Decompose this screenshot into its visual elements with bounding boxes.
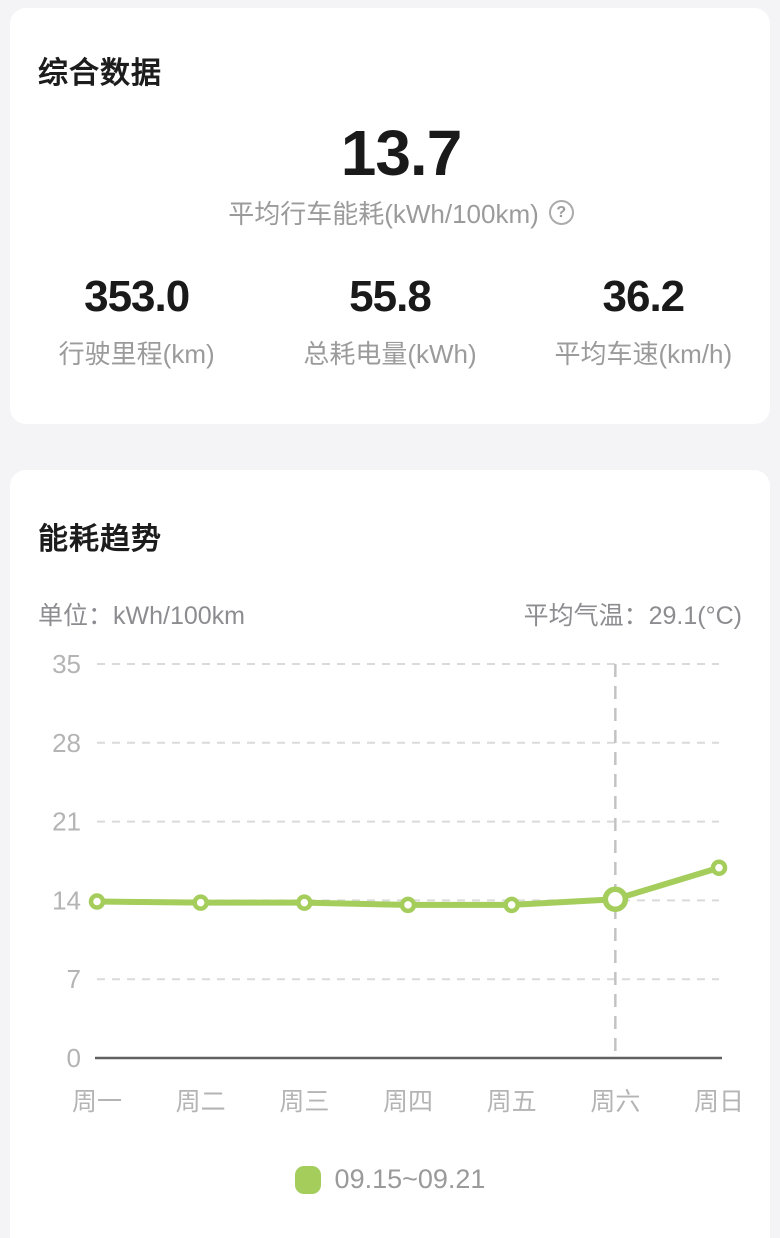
trend-card: 能耗趋势 单位：kWh/100km 平均气温：29.1(°C) 0 7 14 21 28…	[10, 470, 770, 1238]
legend-swatch-icon	[294, 1165, 321, 1194]
avg-energy-label-row: 平均行车能耗(kWh/100km) ?	[32, 194, 770, 231]
help-icon[interactable]: ?	[548, 200, 574, 225]
data-point[interactable]	[88, 893, 106, 910]
data-point-selected[interactable]	[602, 886, 629, 913]
chart-unit-label: 单位：kWh/100km	[38, 602, 245, 630]
avg-energy-label: 平均行车能耗(kWh/100km)	[228, 199, 539, 229]
chart-legend[interactable]: 09.15~09.21	[10, 1164, 770, 1195]
stat-distance-label: 行驶里程(km)	[58, 339, 215, 369]
stat-energy-used-label: 总耗电量(kWh)	[303, 339, 477, 369]
x-tick-label[interactable]: 周三	[279, 1088, 329, 1116]
x-tick-label[interactable]: 周六	[590, 1088, 640, 1116]
x-tick-label[interactable]: 周二	[176, 1088, 226, 1116]
stat-distance-value: 353.0	[84, 272, 190, 321]
y-tick-label: 0	[67, 1043, 81, 1073]
y-tick-label: 7	[67, 964, 81, 994]
stat-avg-speed-label: 平均车速(km/h)	[554, 339, 733, 369]
y-tick-label: 28	[52, 728, 81, 758]
stats-row: 353.0 行驶里程(km) 55.8 总耗电量(kWh) 36.2 平均车速(…	[10, 272, 770, 371]
summary-card: 综合数据 13.7 平均行车能耗(kWh/100km) ? 353.0 行驶里程…	[10, 8, 770, 424]
data-point[interactable]	[192, 894, 209, 911]
trend-card-title: 能耗趋势	[38, 523, 162, 556]
avg-temperature-label: 平均气温：29.1(°C)	[523, 602, 742, 630]
trend-chart[interactable]: 0 7 14 21 28 35 周一 周二 周三 周四 周五 周六 周日	[10, 640, 770, 1140]
y-tick-label: 21	[52, 807, 81, 837]
avg-energy-value: 13.7	[340, 117, 463, 189]
data-point[interactable]	[710, 859, 728, 877]
stat-energy-used-value: 55.8	[349, 272, 432, 321]
summary-card-title: 综合数据	[38, 57, 162, 90]
stat-avg-speed: 36.2 平均车速(km/h)	[517, 272, 770, 371]
y-tick-label: 14	[52, 885, 81, 915]
stat-energy-used: 55.8 总耗电量(kWh)	[263, 272, 516, 371]
y-tick-label: 35	[52, 649, 81, 679]
data-point[interactable]	[399, 896, 417, 914]
stat-avg-speed-value: 36.2	[602, 272, 686, 321]
x-tick-label[interactable]: 周一	[72, 1088, 122, 1116]
x-tick-label[interactable]: 周四	[383, 1088, 433, 1116]
x-tick-label[interactable]: 周日	[694, 1088, 744, 1116]
data-point[interactable]	[503, 896, 520, 914]
stat-distance: 353.0 行驶里程(km)	[10, 272, 263, 371]
legend-label: 09.15~09.21	[334, 1164, 486, 1194]
x-tick-label[interactable]: 周五	[487, 1088, 537, 1116]
data-point[interactable]	[296, 894, 313, 911]
chart-meta-row: 单位：kWh/100km 平均气温：29.1(°C)	[38, 596, 742, 632]
